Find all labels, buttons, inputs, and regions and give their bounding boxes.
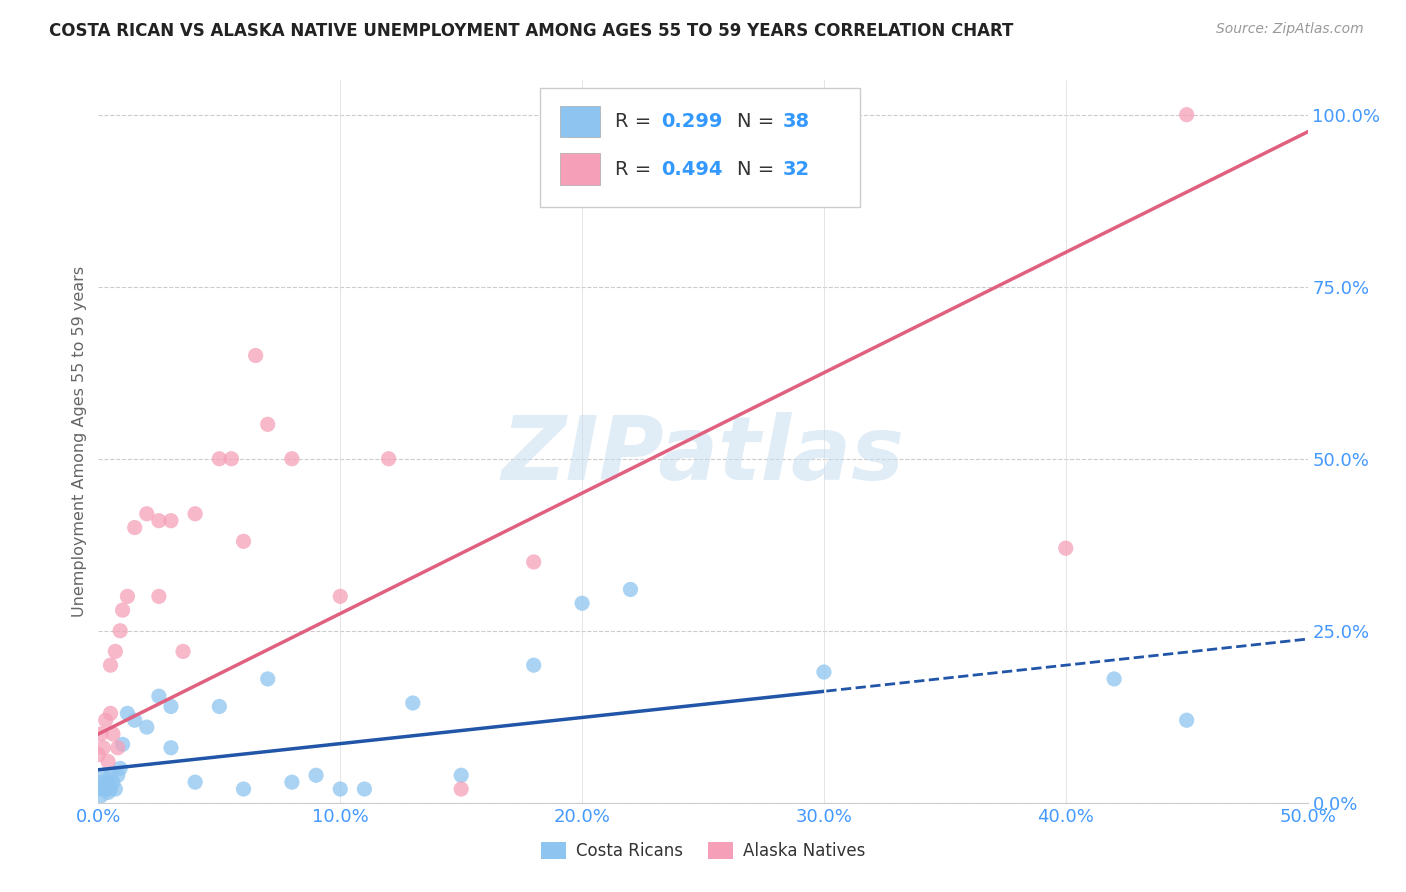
Point bbox=[245, 349, 267, 363]
Point bbox=[221, 451, 243, 466]
Point bbox=[100, 782, 122, 797]
Point bbox=[571, 596, 593, 610]
Point bbox=[160, 514, 183, 528]
Point bbox=[208, 699, 231, 714]
Point bbox=[97, 755, 120, 769]
Point bbox=[148, 590, 170, 604]
Point bbox=[87, 747, 110, 762]
Text: 38: 38 bbox=[783, 112, 810, 131]
Point bbox=[90, 775, 112, 789]
Point bbox=[281, 451, 304, 466]
Point bbox=[91, 768, 114, 782]
FancyBboxPatch shape bbox=[540, 87, 860, 207]
Text: ZIPatlas: ZIPatlas bbox=[502, 412, 904, 500]
Point bbox=[329, 782, 352, 797]
Point bbox=[100, 706, 122, 721]
Bar bbox=[561, 153, 600, 185]
Point bbox=[111, 737, 134, 751]
Point bbox=[256, 417, 278, 432]
Point bbox=[184, 507, 207, 521]
Point bbox=[100, 768, 122, 782]
Text: 0.494: 0.494 bbox=[661, 160, 723, 178]
Point bbox=[101, 727, 124, 741]
Text: 0.299: 0.299 bbox=[661, 112, 723, 131]
Point bbox=[87, 782, 110, 797]
Point bbox=[208, 451, 231, 466]
Point bbox=[402, 696, 425, 710]
Point bbox=[107, 768, 129, 782]
Point bbox=[91, 740, 114, 755]
Point bbox=[619, 582, 641, 597]
Point bbox=[97, 785, 120, 799]
Point bbox=[104, 782, 127, 797]
Point bbox=[281, 775, 304, 789]
Text: N =: N = bbox=[737, 160, 780, 178]
Point bbox=[90, 727, 112, 741]
Point bbox=[124, 520, 146, 534]
Point bbox=[148, 514, 170, 528]
Point bbox=[160, 699, 183, 714]
Text: COSTA RICAN VS ALASKA NATIVE UNEMPLOYMENT AMONG AGES 55 TO 59 YEARS CORRELATION : COSTA RICAN VS ALASKA NATIVE UNEMPLOYMEN… bbox=[49, 22, 1014, 40]
Text: Source: ZipAtlas.com: Source: ZipAtlas.com bbox=[1216, 22, 1364, 37]
Text: 32: 32 bbox=[783, 160, 810, 178]
Point bbox=[1102, 672, 1125, 686]
Point bbox=[91, 782, 114, 797]
Point bbox=[104, 644, 127, 658]
Point bbox=[232, 782, 254, 797]
Point bbox=[1054, 541, 1077, 556]
Point bbox=[124, 713, 146, 727]
Point bbox=[100, 658, 122, 673]
Point bbox=[111, 603, 134, 617]
Point bbox=[117, 706, 139, 721]
Point bbox=[232, 534, 254, 549]
Point bbox=[523, 555, 546, 569]
Point bbox=[108, 624, 131, 638]
Y-axis label: Unemployment Among Ages 55 to 59 years: Unemployment Among Ages 55 to 59 years bbox=[72, 266, 87, 617]
Text: N =: N = bbox=[737, 112, 780, 131]
Point bbox=[97, 779, 120, 793]
Point bbox=[160, 740, 183, 755]
Point bbox=[1175, 108, 1198, 122]
Point bbox=[94, 782, 117, 797]
Point bbox=[101, 775, 124, 789]
Point bbox=[135, 507, 157, 521]
Point bbox=[148, 689, 170, 703]
Legend: Costa Ricans, Alaska Natives: Costa Ricans, Alaska Natives bbox=[534, 835, 872, 867]
Point bbox=[117, 590, 139, 604]
Point bbox=[329, 590, 352, 604]
Point bbox=[813, 665, 835, 679]
Text: R =: R = bbox=[614, 112, 657, 131]
Point bbox=[108, 761, 131, 775]
Point bbox=[377, 451, 399, 466]
Point bbox=[353, 782, 375, 797]
Point bbox=[450, 768, 472, 782]
Point bbox=[1175, 713, 1198, 727]
Point bbox=[107, 740, 129, 755]
Point bbox=[305, 768, 328, 782]
Point bbox=[94, 713, 117, 727]
Point bbox=[172, 644, 194, 658]
Point bbox=[94, 775, 117, 789]
Bar bbox=[561, 105, 600, 137]
Point bbox=[450, 782, 472, 797]
Point bbox=[135, 720, 157, 734]
Point bbox=[90, 789, 112, 803]
Point bbox=[256, 672, 278, 686]
Point bbox=[523, 658, 546, 673]
Point bbox=[184, 775, 207, 789]
Text: R =: R = bbox=[614, 160, 657, 178]
